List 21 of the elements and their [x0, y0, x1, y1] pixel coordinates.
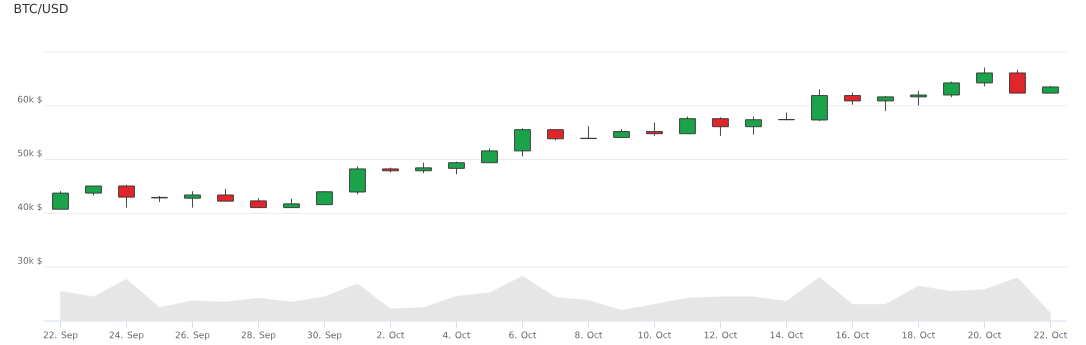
x-tick-label: 10. Oct [638, 331, 672, 339]
y-tick-label: 50k $ [18, 149, 42, 158]
x-tick-label: 14. Oct [770, 331, 804, 339]
x-tick-label: 22. Sep [43, 331, 78, 341]
x-tick-label: 16. Oct [836, 331, 870, 339]
x-tick-label: 8. Oct [575, 331, 603, 339]
chart-title: BTC/USD [14, 3, 68, 15]
x-tick-label: 22. Oct [1034, 331, 1068, 339]
x-tick-label: 6. Oct [509, 331, 537, 339]
x-tick-label: 26. Sep [175, 331, 210, 341]
x-tick-label: 20. Oct [968, 331, 1002, 339]
x-tick-label: 12. Oct [704, 331, 738, 339]
x-tick-label: 4. Oct [443, 331, 471, 339]
x-tick-label: 24. Sep [109, 331, 144, 341]
x-tick-label: 28. Sep [241, 331, 276, 341]
x-tick-label: 18. Oct [902, 331, 936, 339]
y-tick-label: 30k $ [18, 256, 42, 266]
y-tick-label: 40k $ [17, 203, 42, 212]
y-tick-label: 60k $ [17, 95, 42, 104]
x-tick-label: 30. Sep [307, 331, 342, 341]
x-tick-label: 2. Oct [377, 331, 405, 339]
